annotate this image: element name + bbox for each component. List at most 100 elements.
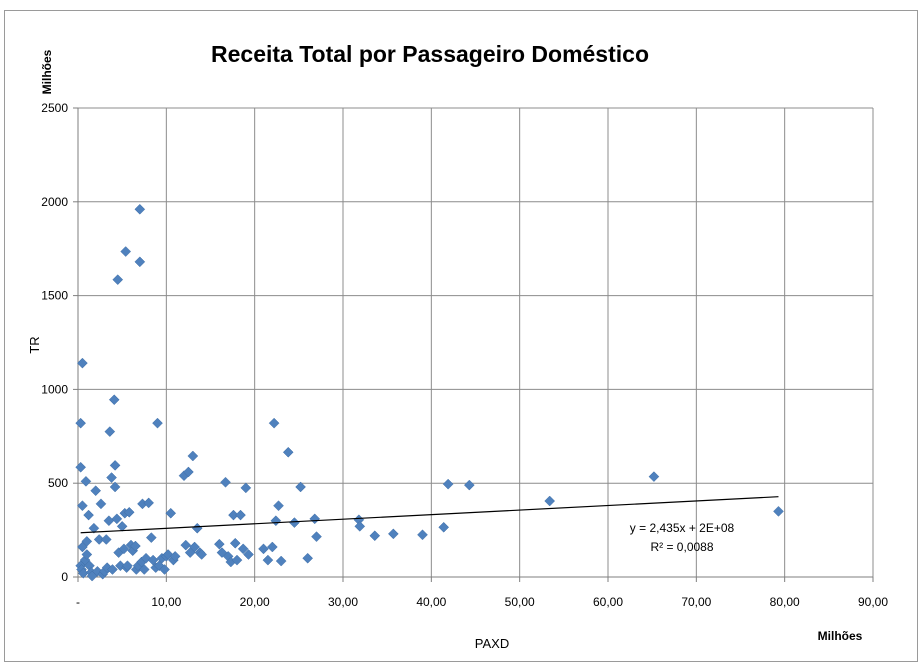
data-point [120,246,132,257]
data-point [134,203,146,215]
data-point [145,532,157,543]
data-point [266,541,278,553]
data-point [282,446,294,458]
data-point [270,515,282,527]
trendline-r-squared: R² = 0,0088 [650,540,713,554]
data-point [180,539,192,551]
data-point [107,564,118,575]
data-point [235,509,246,521]
data-point [104,426,116,437]
data-point [237,543,249,555]
data-point [773,505,784,517]
data-point [258,543,269,555]
x-tick-label: 20,00 [240,595,270,609]
data-point [191,522,203,534]
data-point [442,478,454,490]
data-point [80,475,92,487]
data-point [369,530,381,542]
data-point [109,460,121,471]
data-point [268,417,280,429]
data-point [122,560,133,572]
data-point [152,417,163,429]
data-point [116,520,128,532]
data-point [75,417,87,429]
y-tick-label: 2000 [41,195,68,209]
data-point [243,549,254,560]
y-tick-label: 0 [61,570,68,584]
data-point [309,513,321,525]
axes [73,107,874,582]
data-point [262,554,274,566]
data-point [159,564,170,575]
x-tick-label: 60,00 [593,595,623,609]
trendline-equation: y = 2,435x + 2E+08 [630,521,735,535]
data-point [438,521,450,533]
data-point [196,549,208,560]
x-axis-tick-labels: - 10,00 20,00 30,00 40,00 50,00 60,00 70,00 80,0… [76,595,888,609]
data-point [95,498,107,510]
y-tick-label: 1000 [41,382,68,396]
data-point [83,509,94,521]
data-point [311,531,322,543]
data-point [189,541,200,553]
data-point [240,482,252,494]
x-axis-unit-label: Milhões [818,629,863,643]
data-point [302,552,314,564]
data-point [93,534,105,545]
data-point [275,555,287,567]
x-tick-label: - [76,595,80,609]
data-point [112,274,124,286]
data-point [90,485,102,497]
data-point [134,256,146,268]
data-point [289,517,300,528]
data-point [143,497,155,509]
x-tick-label: 80,00 [770,595,800,609]
data-point [220,476,231,488]
data-point [229,537,241,549]
x-axis-label: PAXD [475,636,509,651]
data-point [648,471,660,482]
data-point [111,513,123,525]
data-point [77,500,88,512]
y-axis-unit-label: Milhões [40,49,54,94]
data-point [169,551,181,562]
data-point [228,509,239,521]
x-tick-label: 30,00 [328,595,358,609]
data-point [544,495,556,507]
data-point [463,479,475,491]
data-point [273,500,284,512]
data-point [109,481,121,493]
y-axis-tick-labels: 0 500 1000 1500 2000 2500 [41,101,68,584]
data-point [187,450,199,462]
chart-frame [4,10,918,662]
chart-title: Receita Total por Passageiro Doméstico [211,41,649,67]
data-point [231,554,243,566]
data-point [165,507,177,519]
trendline [80,496,779,534]
data-point [108,394,120,406]
y-tick-label: 500 [48,476,68,490]
x-tick-label: 10,00 [151,595,181,609]
data-point [123,506,135,518]
data-point [103,515,115,527]
data-point [130,540,141,552]
data-point [75,461,87,473]
data-point [213,538,225,550]
data-point [138,564,150,575]
data-points [75,203,784,582]
data-point [387,528,399,540]
data-point [81,536,93,547]
data-point [354,520,366,532]
y-tick-label: 1500 [41,289,68,303]
data-point [417,529,428,541]
x-tick-label: 40,00 [416,595,446,609]
x-tick-label: 90,00 [858,595,888,609]
data-point [81,549,93,560]
data-point [183,466,194,478]
data-point [118,543,130,555]
data-point [77,357,88,369]
x-tick-label: 50,00 [505,595,535,609]
data-point [100,534,112,545]
gridlines [78,107,874,577]
